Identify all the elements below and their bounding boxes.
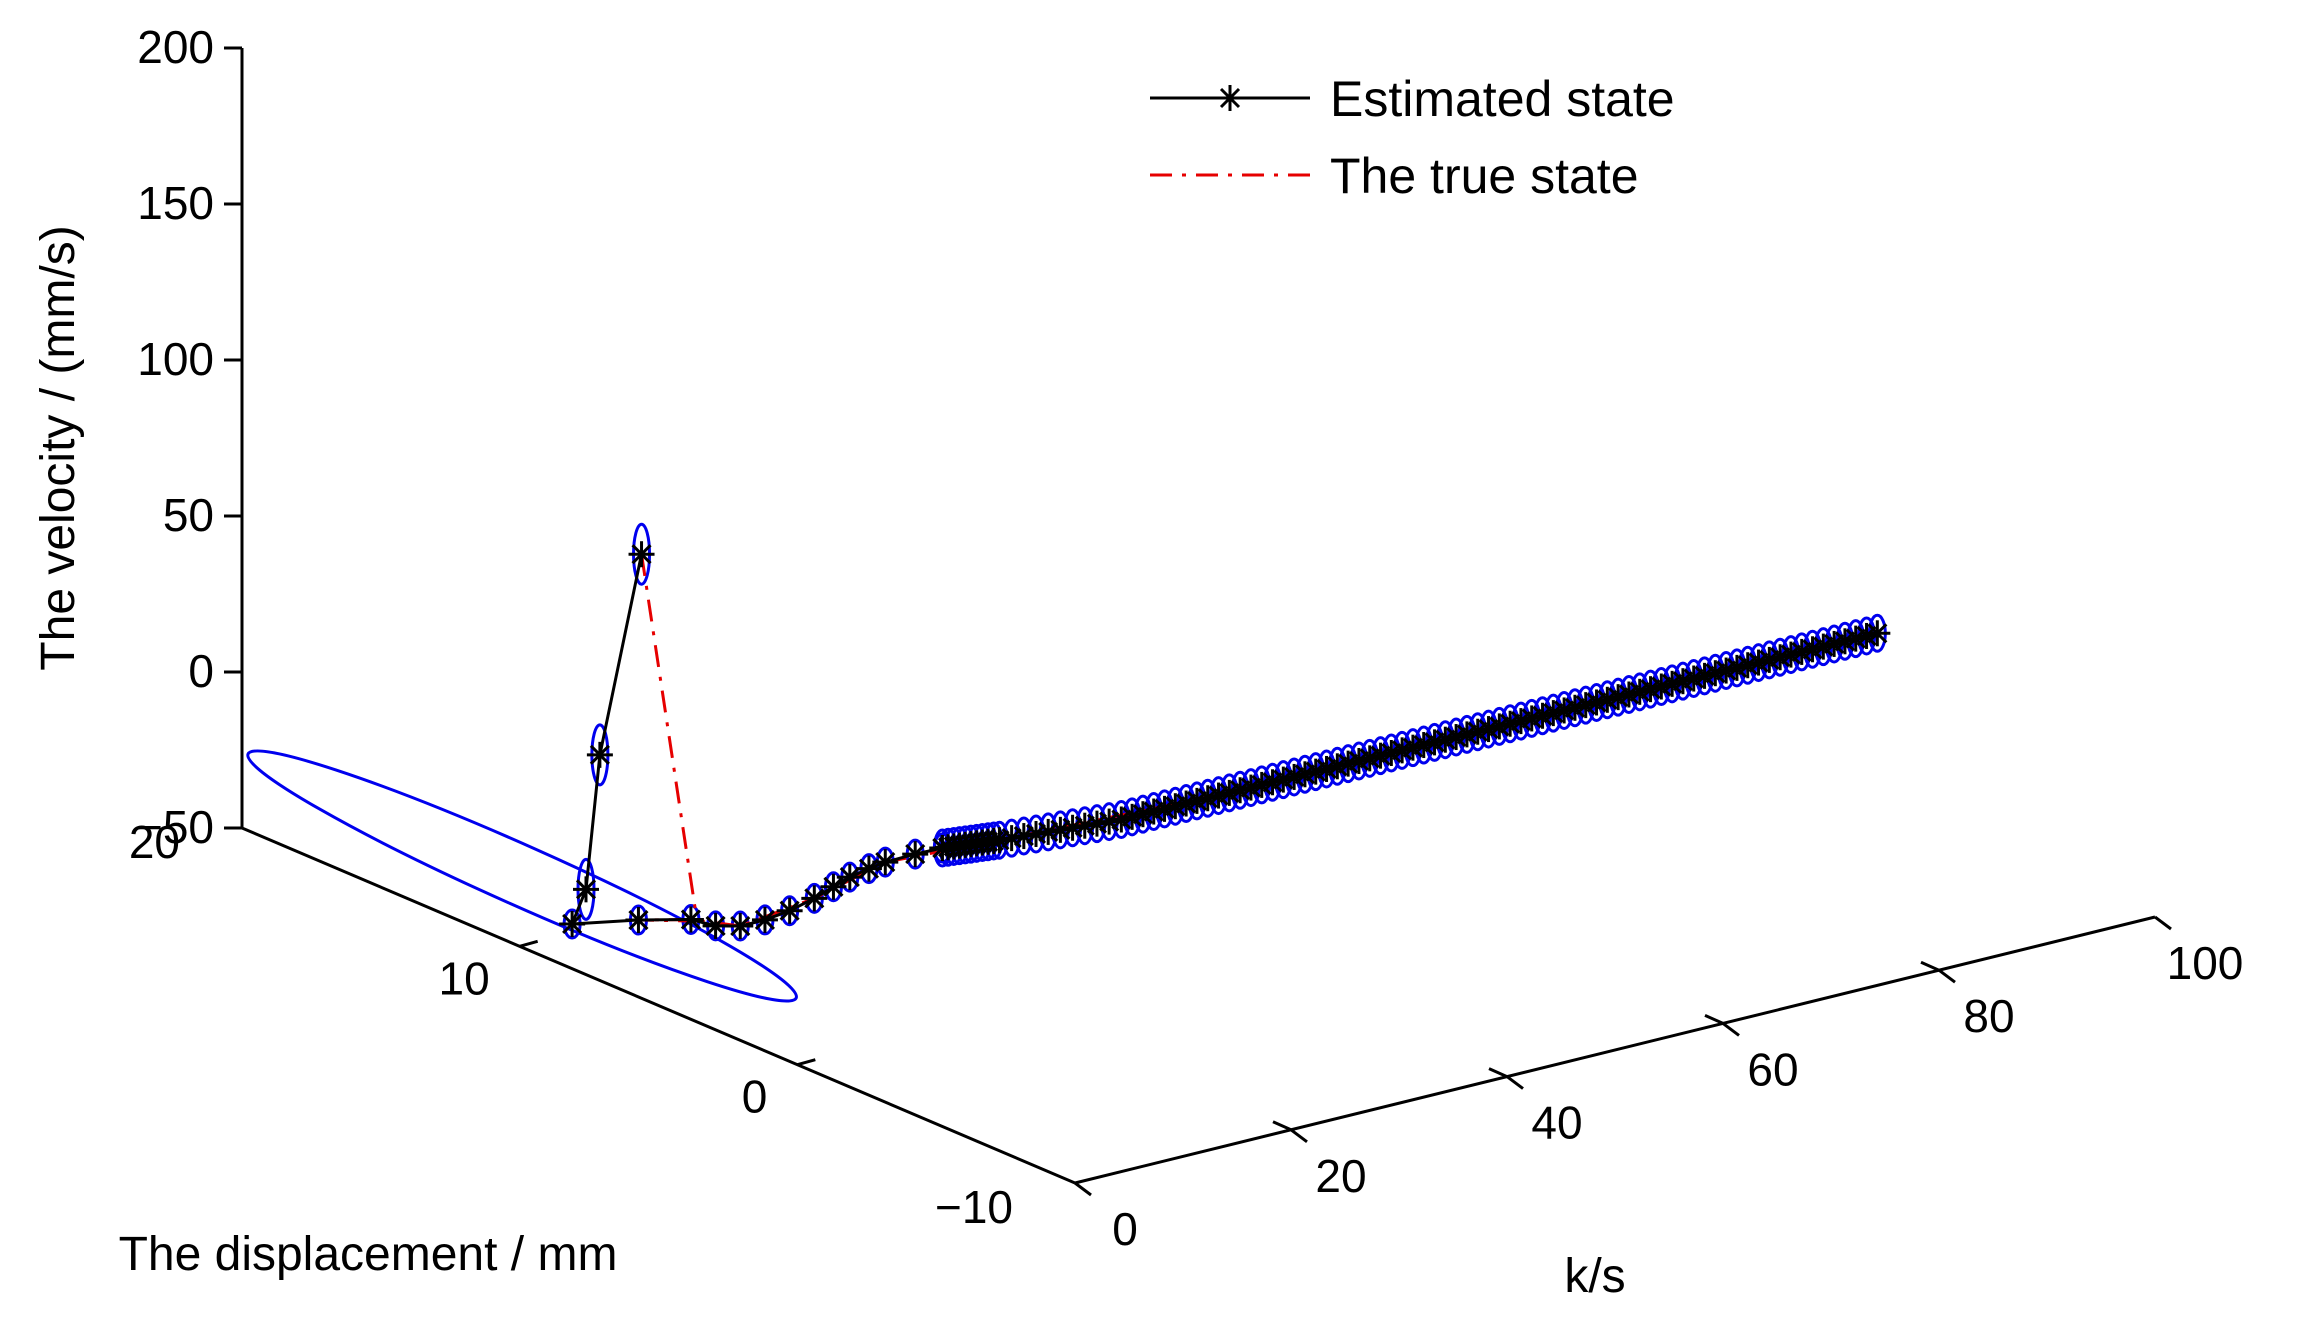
axes-group (224, 46, 2172, 1197)
y-axis-title: The displacement / mm (119, 1228, 618, 1281)
estimated-state-marker (902, 841, 929, 868)
covariance-ellipse-initial (246, 749, 798, 1003)
estimated-state-series (559, 541, 1891, 940)
x-tick-label: 0 (1112, 1203, 1138, 1255)
x-tick-inner (1920, 960, 1940, 972)
estimated-state-marker (586, 741, 613, 768)
estimated-state-marker (628, 541, 655, 568)
legend-estimated-marker (1217, 85, 1243, 111)
x-tick (1290, 1128, 1308, 1144)
y-tick-label: 20 (129, 816, 180, 868)
z-tick-label: 100 (137, 333, 214, 385)
y-tick (796, 1058, 816, 1067)
x-tick-label: 80 (1963, 990, 2014, 1042)
x-tick-label: 20 (1315, 1150, 1366, 1202)
estimated-state-marker (1864, 620, 1891, 647)
axis-labels: 020406080100−1001020−50050100150200k/sTh… (32, 21, 2243, 1303)
y-tick-label: −10 (935, 1181, 1013, 1233)
x-tick-inner (1704, 1014, 1724, 1025)
estimated-state-marker (776, 897, 803, 924)
true-state-series (638, 553, 1878, 928)
estimated-state-marker (801, 885, 828, 912)
x-tick (2154, 915, 2172, 931)
x-tick (1506, 1075, 1524, 1090)
z-tick-label: −50 (136, 801, 214, 853)
estimated-state-marker (702, 912, 729, 939)
y-tick-label: 10 (438, 952, 489, 1004)
z-tick-label: 150 (137, 177, 214, 229)
z-tick-label: 50 (163, 489, 214, 541)
estimated-state-marker (1083, 810, 1110, 837)
y-axis-line (241, 826, 1076, 1185)
x-tick-label: 60 (1747, 1043, 1798, 1095)
estimated-state-marker (836, 864, 863, 891)
estimated-state-marker (872, 849, 899, 876)
estimated-state-marker (559, 910, 586, 937)
y-tick-label: 0 (742, 1071, 768, 1123)
true-state-line (638, 553, 1878, 928)
estimated-state-marker (727, 913, 754, 940)
covariance-ellipses (246, 522, 1887, 1003)
estimated-state-marker (625, 907, 652, 934)
z-tick-label: 200 (137, 21, 214, 73)
estimated-state-marker (573, 876, 599, 903)
x-tick (1722, 1022, 1740, 1037)
y-tick (519, 939, 539, 948)
legend-true-label: The true state (1330, 148, 1639, 204)
legend: Estimated state The true state (1150, 71, 1675, 204)
estimated-state-marker (1059, 814, 1086, 841)
x-tick-inner (1272, 1120, 1292, 1132)
estimated-state-marker (1464, 718, 1491, 745)
estimated-state-marker (751, 906, 778, 933)
x-tick (1938, 969, 1956, 984)
estimated-state-marker (677, 906, 704, 933)
x-tick-label: 100 (2167, 937, 2244, 989)
x-axis-title: k/s (1564, 1250, 1625, 1303)
x-tick-label: 40 (1531, 1097, 1582, 1149)
estimated-state-line (569, 553, 1878, 928)
z-tick-label: 0 (188, 645, 214, 697)
x-tick (1074, 1181, 1092, 1197)
x-axis-line (1074, 915, 2156, 1185)
z-axis-title: The velocity / (mm/s) (32, 225, 85, 670)
legend-estimated-label: Estimated state (1330, 71, 1675, 127)
x-tick-inner (1488, 1067, 1508, 1078)
